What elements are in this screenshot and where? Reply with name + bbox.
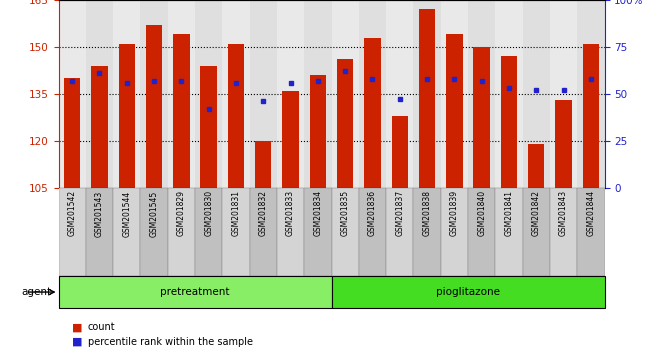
Bar: [195, 0, 222, 188]
Text: GSM201542: GSM201542: [68, 190, 77, 236]
Bar: [222, 0, 250, 188]
Bar: [391, 116, 408, 188]
Bar: [64, 78, 81, 188]
Bar: [473, 47, 490, 188]
Bar: [277, 188, 304, 276]
Bar: [250, 188, 277, 276]
Bar: [255, 141, 272, 188]
Bar: [140, 188, 168, 276]
Bar: [337, 59, 354, 188]
Bar: [58, 0, 86, 188]
Text: GSM201837: GSM201837: [395, 190, 404, 236]
Bar: [140, 0, 168, 188]
Bar: [359, 0, 386, 188]
Bar: [550, 0, 577, 188]
Text: GSM201833: GSM201833: [286, 190, 295, 236]
Bar: [495, 0, 523, 188]
Text: GSM201545: GSM201545: [150, 190, 159, 236]
Text: count: count: [88, 322, 116, 332]
Text: GSM201835: GSM201835: [341, 190, 350, 236]
Text: GSM201829: GSM201829: [177, 190, 186, 236]
Text: GSM201840: GSM201840: [477, 190, 486, 236]
Bar: [304, 188, 332, 276]
Bar: [113, 0, 140, 188]
Bar: [332, 0, 359, 188]
Bar: [282, 91, 299, 188]
Bar: [332, 276, 604, 308]
Text: ■: ■: [72, 322, 82, 332]
Bar: [86, 0, 113, 188]
Text: agent: agent: [22, 287, 52, 297]
Bar: [113, 188, 140, 276]
Bar: [441, 188, 468, 276]
Bar: [332, 188, 359, 276]
Text: GSM201841: GSM201841: [504, 190, 514, 236]
Bar: [227, 44, 244, 188]
Text: GSM201839: GSM201839: [450, 190, 459, 236]
Bar: [168, 188, 195, 276]
Bar: [413, 188, 441, 276]
Bar: [386, 0, 413, 188]
Bar: [195, 188, 222, 276]
Text: GSM201831: GSM201831: [231, 190, 240, 236]
Bar: [441, 0, 468, 188]
Bar: [550, 188, 577, 276]
Bar: [523, 0, 550, 188]
Bar: [468, 0, 495, 188]
Bar: [58, 188, 86, 276]
Bar: [500, 56, 517, 188]
Bar: [173, 34, 190, 188]
Bar: [495, 188, 523, 276]
Bar: [146, 25, 162, 188]
Text: GSM201838: GSM201838: [422, 190, 432, 236]
Bar: [419, 9, 436, 188]
Text: GSM201543: GSM201543: [95, 190, 104, 236]
Bar: [91, 66, 108, 188]
Bar: [577, 188, 605, 276]
Text: GSM201834: GSM201834: [313, 190, 322, 236]
Bar: [413, 0, 441, 188]
Text: GSM201836: GSM201836: [368, 190, 377, 236]
Bar: [446, 34, 463, 188]
Text: pretreatment: pretreatment: [161, 287, 229, 297]
Bar: [250, 0, 277, 188]
Text: ■: ■: [72, 337, 82, 347]
Text: GSM201832: GSM201832: [259, 190, 268, 236]
Text: percentile rank within the sample: percentile rank within the sample: [88, 337, 253, 347]
Text: GSM201842: GSM201842: [532, 190, 541, 236]
Bar: [359, 188, 386, 276]
Bar: [277, 0, 304, 188]
Bar: [364, 38, 381, 188]
Bar: [582, 44, 599, 188]
Bar: [528, 144, 545, 188]
Bar: [555, 100, 572, 188]
Bar: [577, 0, 605, 188]
Bar: [468, 188, 495, 276]
Bar: [58, 276, 332, 308]
Text: GSM201830: GSM201830: [204, 190, 213, 236]
Bar: [309, 75, 326, 188]
Bar: [523, 188, 550, 276]
Bar: [200, 66, 217, 188]
Bar: [222, 188, 250, 276]
Text: pioglitazone: pioglitazone: [436, 287, 500, 297]
Bar: [168, 0, 195, 188]
Text: GSM201843: GSM201843: [559, 190, 568, 236]
Bar: [118, 44, 135, 188]
Text: GSM201544: GSM201544: [122, 190, 131, 236]
Bar: [86, 188, 113, 276]
Bar: [386, 188, 413, 276]
Bar: [304, 0, 332, 188]
Text: GSM201844: GSM201844: [586, 190, 595, 236]
